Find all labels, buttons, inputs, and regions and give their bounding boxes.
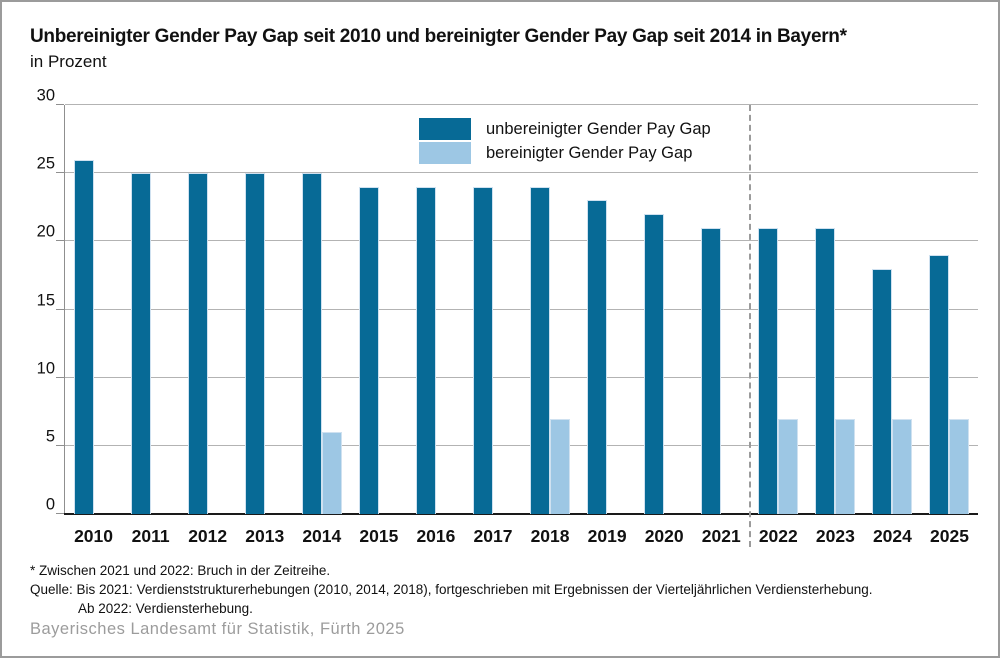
bar-unadjusted-2010 bbox=[73, 159, 94, 514]
bar-unadjusted-2024 bbox=[872, 268, 893, 514]
bar-adjusted-2023 bbox=[835, 418, 856, 514]
legend: unbereinigter Gender Pay Gap bereinigter… bbox=[419, 118, 711, 166]
time-series-break-line bbox=[748, 105, 751, 547]
x-axis-label-2021: 2021 bbox=[701, 526, 741, 546]
x-axis-label-2018: 2018 bbox=[530, 526, 570, 546]
plot-area: 0 5 10 15 20 25 30 2010 2011 2012 2013 2014 2015 2016… bbox=[37, 87, 978, 547]
bar-adjusted-2024 bbox=[892, 418, 913, 514]
y-axis-label-0: 0 bbox=[45, 495, 55, 514]
footnote-source-2: Ab 2022: Verdiensterhebung. bbox=[78, 601, 253, 616]
gridline-y-20 bbox=[65, 240, 978, 242]
bar-adjusted-2022 bbox=[778, 418, 799, 514]
x-axis-label-2020: 2020 bbox=[644, 526, 684, 546]
x-axis-label-2023: 2023 bbox=[815, 526, 855, 546]
bar-unadjusted-2011 bbox=[130, 173, 151, 514]
bar-unadjusted-2013 bbox=[244, 173, 265, 514]
footnote-break: * Zwischen 2021 und 2022: Bruch in der Z… bbox=[30, 563, 331, 578]
x-axis-label-2014: 2014 bbox=[302, 526, 342, 546]
x-axis-label-2010: 2010 bbox=[74, 526, 113, 546]
bar-unadjusted-2021 bbox=[701, 227, 722, 514]
bar-unadjusted-2019 bbox=[587, 200, 608, 514]
gridline-y-5 bbox=[65, 444, 978, 446]
y-axis-tick-10 bbox=[56, 376, 64, 378]
bar-adjusted-2018 bbox=[550, 418, 571, 514]
x-axis-label-2022: 2022 bbox=[758, 526, 798, 546]
bar-unadjusted-2014 bbox=[301, 173, 322, 514]
x-axis-label-2024: 2024 bbox=[872, 526, 912, 546]
x-axis-label-2017: 2017 bbox=[473, 526, 513, 546]
legend-item-unadjusted: unbereinigter Gender Pay Gap bbox=[419, 118, 711, 140]
footnote-source: Quelle: Bis 2021: Verdienststrukturerheb… bbox=[30, 582, 873, 597]
footnotes: * Zwischen 2021 und 2022: Bruch in der Z… bbox=[30, 561, 873, 618]
bar-adjusted-2025 bbox=[949, 418, 970, 514]
bar-unadjusted-2016 bbox=[415, 186, 436, 514]
y-axis-tick-5 bbox=[56, 444, 64, 446]
y-axis-tick-20 bbox=[56, 240, 64, 242]
y-axis-tick-0 bbox=[56, 513, 64, 514]
x-axis-label-2016: 2016 bbox=[416, 526, 456, 546]
chart-subtitle: in Prozent bbox=[30, 52, 107, 71]
bar-unadjusted-2017 bbox=[472, 186, 493, 514]
publisher-credit: Bayerisches Landesamt für Statistik, Für… bbox=[30, 620, 405, 638]
bar-unadjusted-2015 bbox=[358, 186, 379, 514]
y-axis-label-25: 25 bbox=[36, 154, 55, 173]
x-axis-line bbox=[64, 513, 978, 515]
bar-unadjusted-2025 bbox=[929, 254, 950, 514]
legend-item-adjusted: bereinigter Gender Pay Gap bbox=[419, 142, 711, 164]
y-axis-tick-25 bbox=[56, 172, 64, 174]
x-axis-label-2015: 2015 bbox=[359, 526, 399, 546]
legend-label-adjusted: bereinigter Gender Pay Gap bbox=[486, 143, 693, 162]
y-axis-label-30: 30 bbox=[36, 86, 55, 105]
gridline-y-25 bbox=[65, 172, 978, 174]
x-axis-label-2019: 2019 bbox=[587, 526, 627, 546]
gridline-y-15 bbox=[65, 308, 978, 310]
y-axis-label-15: 15 bbox=[36, 291, 55, 309]
bar-unadjusted-2018 bbox=[530, 186, 551, 514]
gridline-y-10 bbox=[65, 376, 978, 378]
x-axis-label-2025: 2025 bbox=[930, 526, 969, 546]
bar-unadjusted-2020 bbox=[644, 214, 665, 514]
bar-unadjusted-2023 bbox=[815, 227, 836, 514]
y-axis-tick-15 bbox=[56, 308, 64, 310]
bar-adjusted-2014 bbox=[321, 432, 342, 514]
chart-title: Unbereinigter Gender Pay Gap seit 2010 u… bbox=[30, 26, 847, 47]
legend-swatch-adjusted bbox=[419, 142, 471, 164]
legend-label-unadjusted: unbereinigter Gender Pay Gap bbox=[486, 119, 711, 138]
legend-swatch-unadjusted bbox=[419, 118, 471, 140]
x-axis-label-2013: 2013 bbox=[245, 526, 285, 546]
bar-unadjusted-2022 bbox=[758, 227, 779, 514]
bar-unadjusted-2012 bbox=[187, 173, 208, 514]
y-axis-label-10: 10 bbox=[36, 359, 55, 378]
gridline-y-30 bbox=[65, 104, 978, 105]
y-axis-label-20: 20 bbox=[36, 222, 55, 241]
y-axis-label-5: 5 bbox=[45, 427, 55, 446]
x-axis-label-2012: 2012 bbox=[188, 526, 228, 546]
x-axis-label-2011: 2011 bbox=[131, 526, 170, 546]
y-axis-tick-30 bbox=[56, 104, 64, 105]
